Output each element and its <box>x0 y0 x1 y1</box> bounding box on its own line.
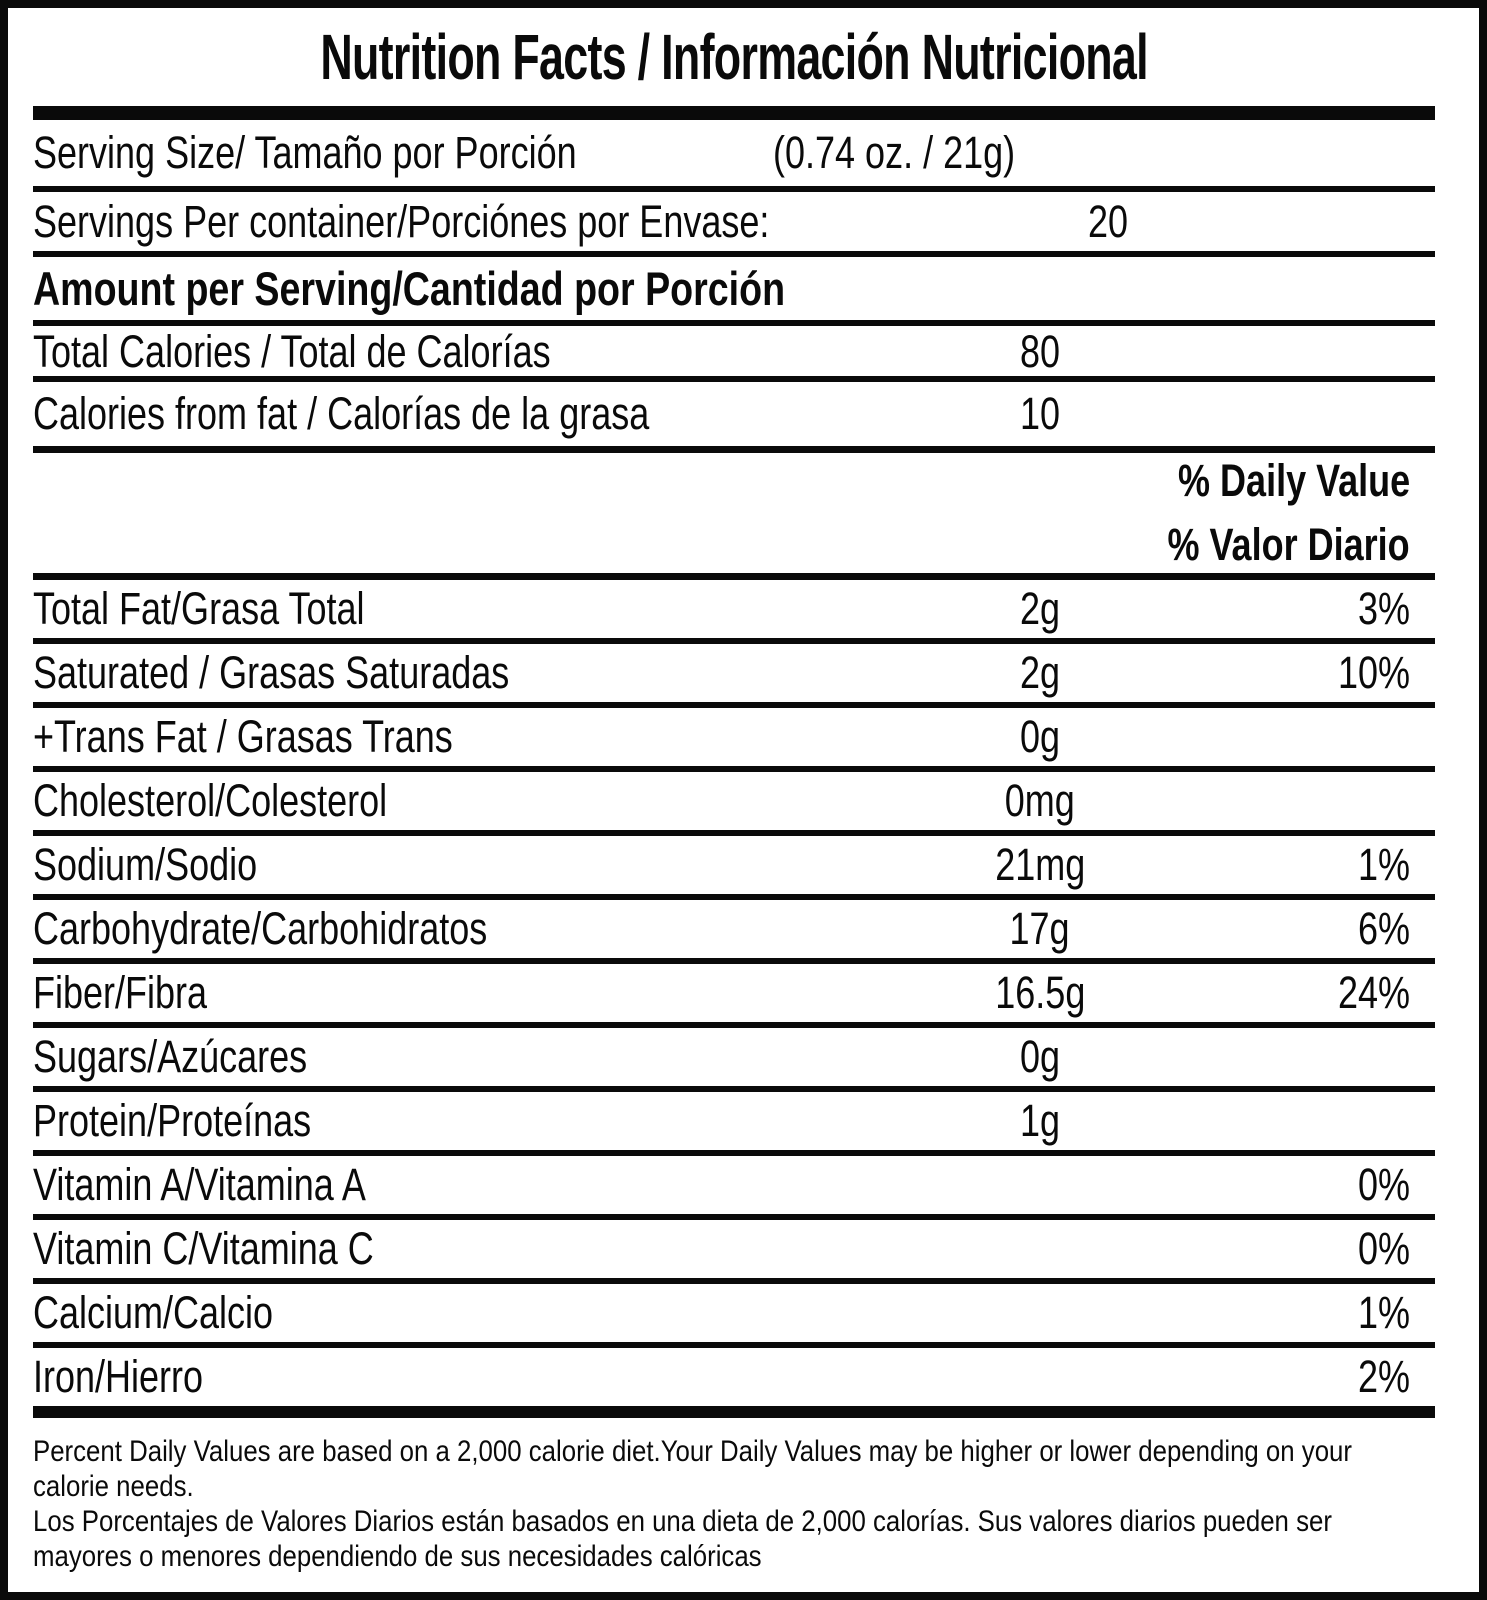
nutrient-label: Vitamin C/Vitamina C <box>33 1223 374 1274</box>
serving-size-label: Serving Size/ Tamaño por Porción <box>33 127 577 178</box>
nutrient-dv: 2% <box>1357 1351 1410 1402</box>
servings-per-container-row: Servings Per container/Porciónes por Env… <box>33 192 1435 257</box>
serving-size-value: (0.74 oz. / 21g) <box>772 127 1015 178</box>
nutrient-dv: 6% <box>1357 903 1410 954</box>
nutrient-row-vitamin-c: Vitamin C/Vitamina C 0% <box>33 1220 1435 1284</box>
nutrient-amount: 2g <box>1019 647 1061 698</box>
nutrient-row-total-fat: Total Fat/Grasa Total 2g 3% <box>33 580 1435 644</box>
nutrient-label: Saturated / Grasas Saturadas <box>33 647 510 698</box>
nutrient-dv: 10% <box>1337 647 1410 698</box>
nutrient-row-protein: Protein/Proteínas 1g <box>33 1092 1435 1156</box>
total-calories-label: Total Calories / Total de Calorías <box>33 326 551 377</box>
nutrient-amount: 0g <box>1019 1031 1061 1082</box>
nutrient-row-iron: Iron/Hierro 2% <box>33 1348 1435 1406</box>
footnote-line-es-2: mayores o menores dependiendo de sus nec… <box>33 1540 762 1573</box>
nutrient-label: Cholesterol/Colesterol <box>33 775 388 826</box>
nutrient-label: Total Fat/Grasa Total <box>33 583 365 634</box>
nutrient-label: Sugars/Azúcares <box>33 1031 308 1082</box>
nutrient-label: Sodium/Sodio <box>33 839 258 890</box>
nutrient-amount: 0mg <box>1004 775 1076 826</box>
nutrient-dv: 1% <box>1357 1287 1410 1338</box>
nutrient-dv: 0% <box>1357 1159 1410 1210</box>
nutrient-dv: 24% <box>1337 967 1410 1018</box>
daily-value-header: % Daily Value % Valor Diario <box>33 453 1435 580</box>
nutrient-row-vitamin-a: Vitamin A/Vitamina A 0% <box>33 1156 1435 1220</box>
footnote: Percent Daily Values are based on a 2,00… <box>33 1418 1435 1574</box>
nutrient-label: +Trans Fat / Grasas Trans <box>33 711 453 762</box>
nutrient-row-saturated-fat: Saturated / Grasas Saturadas 2g 10% <box>33 644 1435 708</box>
label-title: Nutrition Facts / Información Nutriciona… <box>320 21 1148 93</box>
nutrient-dv: 1% <box>1357 839 1410 890</box>
nutrient-amount: 16.5g <box>994 967 1086 1018</box>
nutrient-label: Calcium/Calcio <box>33 1287 274 1338</box>
nutrient-dv: 3% <box>1357 583 1410 634</box>
nutrient-label: Fiber/Fibra <box>33 967 208 1018</box>
total-calories-row: Total Calories / Total de Calorías 80 <box>33 326 1435 382</box>
nutrient-amount: 0g <box>1019 711 1061 762</box>
footnote-line-en-1: Percent Daily Values are based on a 2,00… <box>33 1435 1352 1468</box>
footer-divider-bar <box>33 1406 1435 1418</box>
nutrient-label: Protein/Proteínas <box>33 1095 312 1146</box>
calories-from-fat-row: Calories from fat / Calorías de la grasa… <box>33 382 1435 453</box>
nutrient-dv: 0% <box>1357 1223 1410 1274</box>
amount-per-serving-text: Amount per Serving/Cantidad por Porción <box>33 262 786 315</box>
nutrient-row-carbohydrate: Carbohydrate/Carbohidratos 17g 6% <box>33 900 1435 964</box>
nutrient-row-sugars: Sugars/Azúcares 0g <box>33 1028 1435 1092</box>
calories-from-fat-value: 10 <box>1019 388 1061 439</box>
nutrient-amount: 1g <box>1019 1095 1061 1146</box>
daily-value-header-es: % Valor Diario <box>1167 519 1410 570</box>
nutrient-row-cholesterol: Cholesterol/Colesterol 0mg <box>33 772 1435 836</box>
nutrient-row-calcium: Calcium/Calcio 1% <box>33 1284 1435 1348</box>
footnote-line-en-2: calorie needs. <box>33 1470 194 1503</box>
nutrient-amount: 21mg <box>994 839 1086 890</box>
serving-size-row: Serving Size/ Tamaño por Porción (0.74 o… <box>33 120 1435 192</box>
nutrient-amount: 2g <box>1019 583 1061 634</box>
amount-per-serving-header: Amount per Serving/Cantidad por Porción <box>33 257 1435 326</box>
nutrient-label: Iron/Hierro <box>33 1351 204 1402</box>
nutrient-row-fiber: Fiber/Fibra 16.5g 24% <box>33 964 1435 1028</box>
daily-value-header-en: % Daily Value <box>1177 455 1410 506</box>
nutrient-row-sodium: Sodium/Sodio 21mg 1% <box>33 836 1435 900</box>
servings-per-container-value: 20 <box>1088 195 1129 247</box>
calories-from-fat-label: Calories from fat / Calorías de la grasa <box>33 388 650 439</box>
header-divider-bar <box>33 106 1435 120</box>
nutrient-row-trans-fat: +Trans Fat / Grasas Trans 0g <box>33 708 1435 772</box>
nutrient-label: Carbohydrate/Carbohidratos <box>33 903 488 954</box>
total-calories-value: 80 <box>1019 326 1061 377</box>
nutrient-amount: 17g <box>1009 903 1071 954</box>
nutrient-label: Vitamin A/Vitamina A <box>33 1159 366 1210</box>
footnote-line-es-1: Los Porcentajes de Valores Diarios están… <box>33 1505 1332 1538</box>
servings-per-container-label: Servings Per container/Porciónes por Env… <box>33 195 770 247</box>
label-header: Nutrition Facts / Información Nutriciona… <box>33 8 1435 106</box>
